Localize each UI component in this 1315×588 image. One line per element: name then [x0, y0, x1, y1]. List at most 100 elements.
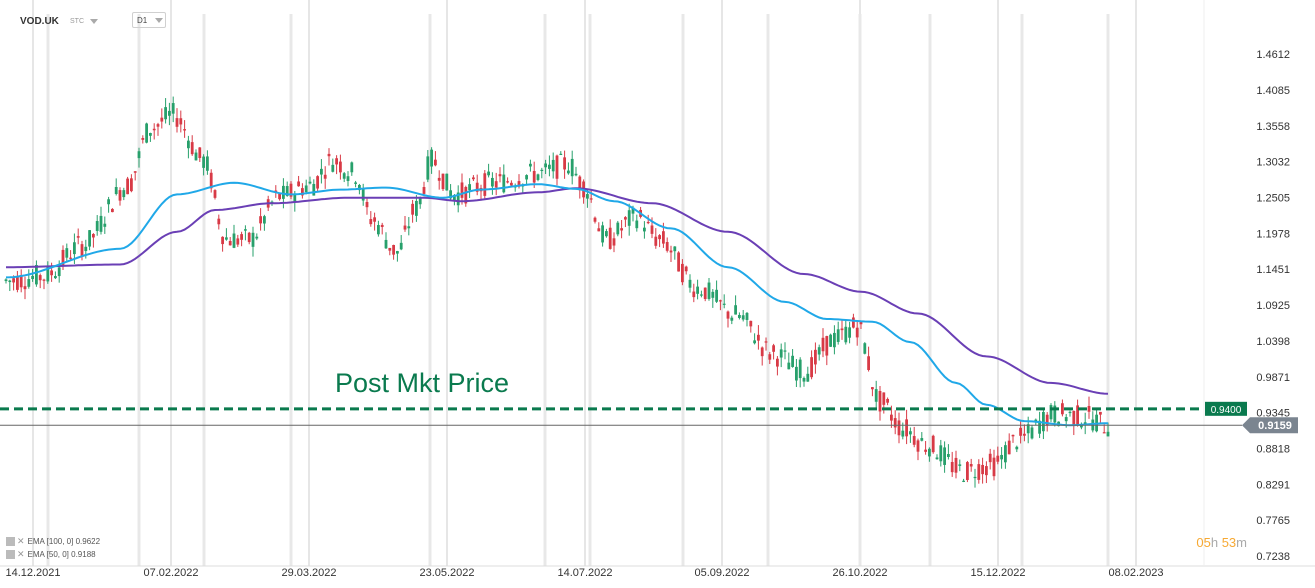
instrument-type-dropdown[interactable]: STC	[70, 12, 98, 30]
candle-body	[551, 159, 555, 172]
candle-body	[73, 242, 76, 255]
y-tick-label: 0.8818	[1256, 443, 1290, 455]
candle-body	[145, 123, 148, 143]
candle-body	[327, 153, 331, 157]
x-tick-label: 07.02.2022	[143, 567, 198, 579]
candle-body	[950, 461, 954, 473]
candle-body	[289, 183, 293, 197]
candle-body	[12, 278, 15, 283]
timeframe-label: D1	[137, 15, 148, 25]
candle-body	[278, 193, 281, 200]
last-price-tag	[1242, 417, 1298, 434]
candle-body	[99, 215, 103, 232]
candle-body	[118, 190, 122, 201]
y-tick-label: 0.7238	[1256, 551, 1290, 563]
candle-body	[331, 164, 335, 172]
candle-body	[688, 279, 692, 288]
symbol-label: VOD.UK	[20, 15, 59, 27]
candle-body	[426, 156, 430, 180]
indicator-settings-icon[interactable]	[6, 537, 15, 546]
candle-body	[95, 221, 99, 231]
candle-body	[749, 320, 753, 327]
candle-body	[61, 249, 65, 265]
candle-body	[635, 220, 639, 229]
candle-body	[578, 176, 582, 191]
post-mkt-price-label: 0.9400	[1211, 405, 1242, 416]
candle-body	[574, 173, 578, 176]
x-tick-label: 29.03.2022	[281, 567, 336, 579]
candle-body	[293, 194, 297, 202]
candle-body	[510, 182, 513, 186]
candle-body	[620, 228, 623, 231]
candle-body	[1068, 411, 1072, 414]
candle-body	[1061, 403, 1064, 415]
candle-body	[301, 188, 304, 196]
candle-body	[384, 239, 388, 249]
candle-body	[836, 329, 840, 342]
candle-body	[768, 354, 772, 360]
candle-body	[92, 234, 95, 238]
indicator-ema100-label: EMA [100, 0] 0.9622	[27, 537, 101, 546]
candle-body	[692, 291, 696, 298]
candle-body	[711, 291, 715, 298]
candle-body	[947, 454, 950, 457]
candle-body	[445, 173, 449, 191]
y-tick-label: 1.2505	[1256, 192, 1290, 204]
candle-body	[939, 445, 943, 462]
candle-body	[377, 225, 380, 235]
indicator-ema100[interactable]: ✕ EMA [100, 0] 0.9622	[6, 536, 100, 547]
close-icon[interactable]: ✕	[17, 536, 25, 546]
candle-body	[42, 279, 46, 281]
candle-body	[88, 230, 91, 247]
candle-body	[654, 236, 658, 246]
candle-body	[198, 147, 202, 159]
timeframe-dropdown[interactable]: D1	[132, 12, 166, 28]
candle-body	[434, 159, 437, 166]
candle-body	[209, 172, 213, 189]
candle-body	[962, 480, 965, 482]
candle-body	[335, 158, 338, 165]
candle-body	[730, 317, 734, 321]
candle-body	[859, 321, 863, 325]
candle-body	[225, 237, 228, 240]
candle-body	[240, 234, 243, 240]
candle-body	[255, 236, 259, 239]
y-tick-label: 1.3032	[1256, 157, 1290, 169]
candle-body	[236, 238, 240, 245]
indicator-settings-icon[interactable]	[6, 550, 15, 559]
close-icon[interactable]: ✕	[17, 549, 25, 559]
candle-body	[1083, 422, 1087, 425]
candle-body	[491, 177, 494, 187]
candle-body	[882, 392, 886, 405]
candle-body	[943, 447, 946, 465]
candle-body	[149, 133, 152, 136]
candle-body	[358, 184, 361, 191]
y-tick-label: 1.4085	[1256, 85, 1290, 97]
candle-body	[734, 305, 737, 315]
candle-body	[217, 218, 221, 225]
candle-body	[483, 173, 487, 196]
candle-body	[1076, 405, 1079, 425]
candle-body	[456, 192, 460, 206]
candle-body	[179, 118, 183, 125]
candle-body	[251, 232, 255, 247]
indicator-ema50[interactable]: ✕ EMA [50, 0] 0.9188	[6, 549, 96, 560]
candle-body	[772, 345, 775, 352]
candle-body	[992, 457, 996, 477]
candle-body	[985, 466, 988, 476]
candle-body	[593, 217, 597, 222]
candle-body	[798, 359, 802, 379]
candle-countdown: 05h 53m	[1196, 535, 1247, 550]
candle-body	[460, 182, 464, 198]
candle-body	[703, 287, 707, 299]
candle-body	[848, 327, 851, 338]
candle-body	[160, 117, 164, 122]
y-tick-label: 1.1451	[1256, 264, 1290, 276]
ema50-line	[5, 181, 1109, 427]
candle-body	[863, 343, 867, 354]
candle-body	[1000, 454, 1003, 460]
candle-body	[814, 349, 817, 365]
candle-body	[388, 247, 392, 251]
candle-body	[506, 181, 509, 183]
